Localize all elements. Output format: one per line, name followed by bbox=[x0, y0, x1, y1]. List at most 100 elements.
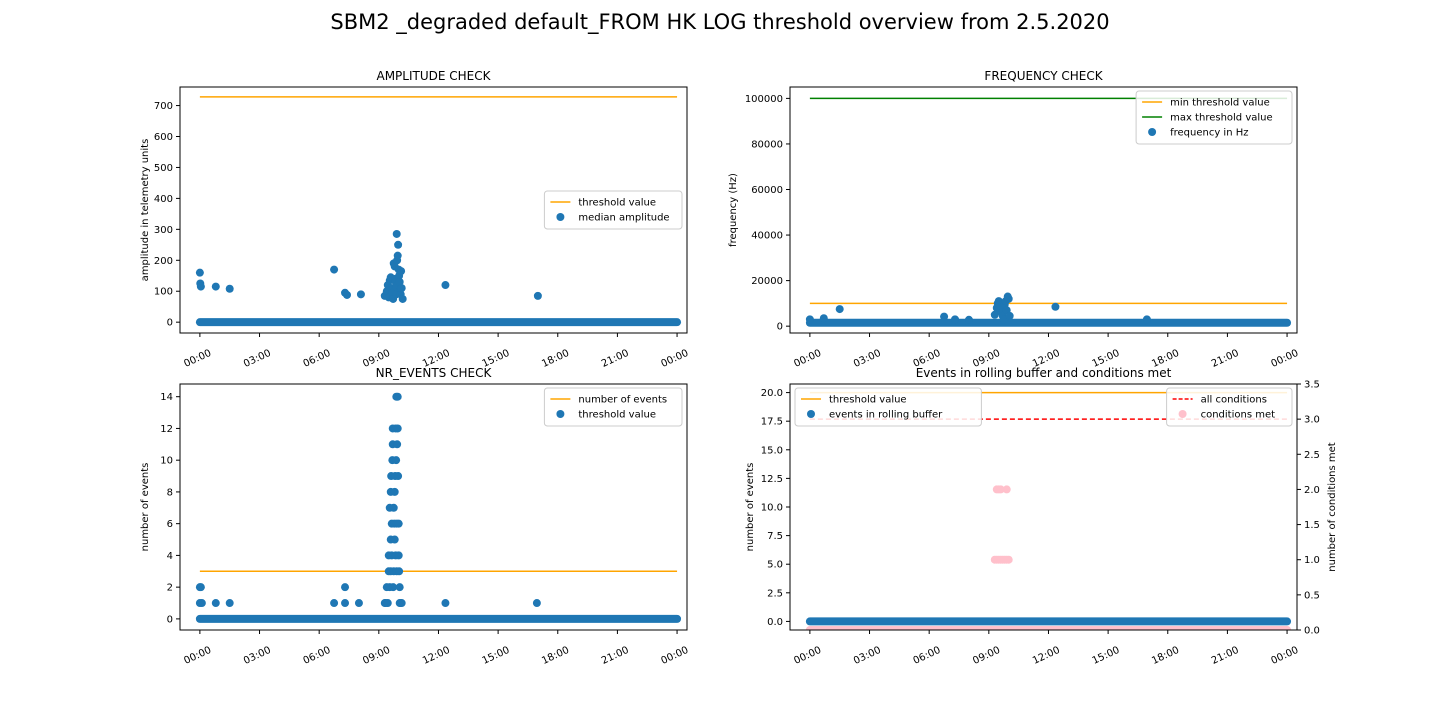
scatter-point bbox=[197, 599, 206, 608]
y-tick-label: 300 bbox=[154, 225, 173, 236]
y-axis-label: number of events bbox=[140, 463, 151, 552]
legend: number of events threshold value bbox=[543, 387, 683, 427]
legend-label: min threshold value bbox=[1170, 98, 1270, 109]
y-tick-label: 10 bbox=[160, 456, 173, 467]
legend-label: threshold value bbox=[578, 198, 656, 209]
x-tick-label: 09:00 bbox=[971, 645, 1002, 667]
x-tick-label: 03:00 bbox=[852, 645, 883, 667]
x-tick-label: 18:00 bbox=[1150, 645, 1181, 667]
y-right-tick-label: 2.0 bbox=[1304, 485, 1320, 496]
scatter-point bbox=[390, 535, 399, 544]
panels: AMPLITUDE CHECK 00:00 03:00 06:00 09:00 12:00… bbox=[140, 69, 1338, 667]
scatter-point bbox=[835, 305, 844, 314]
plot-area bbox=[805, 391, 1292, 630]
scatter-point bbox=[533, 291, 542, 300]
axes-title: AMPLITUDE CHECK bbox=[376, 69, 491, 83]
y-tick-label: 600 bbox=[154, 132, 173, 143]
scatter-point bbox=[196, 282, 205, 291]
y-tick-label: 5.0 bbox=[767, 560, 783, 571]
scatter-point bbox=[964, 315, 973, 324]
y-tick-label: 6 bbox=[167, 519, 173, 530]
panel-nr_events: NR_EVENTS CHECK 00:00 03:00 06:00 09:00 12:00… bbox=[140, 366, 690, 667]
scatter-point bbox=[394, 551, 403, 560]
scatter-point bbox=[393, 251, 402, 260]
axes-title: NR_EVENTS CHECK bbox=[376, 366, 493, 380]
y-tick-label: 0 bbox=[167, 318, 173, 329]
scatter-point bbox=[819, 314, 828, 323]
scatter-point bbox=[1002, 485, 1011, 494]
y-tick-label: 14 bbox=[160, 392, 173, 403]
y-tick-label: 0 bbox=[777, 322, 783, 333]
y-right-tick-label: 3.5 bbox=[1304, 380, 1320, 391]
x-tick-label: 18:00 bbox=[540, 348, 571, 370]
legend-box bbox=[794, 387, 982, 427]
axes-title: FREQUENCY CHECK bbox=[984, 69, 1103, 83]
scatter-point bbox=[389, 583, 398, 592]
scatter-point bbox=[1005, 311, 1014, 320]
legend-swatch bbox=[1148, 128, 1157, 136]
y-tick-label: 60000 bbox=[751, 185, 783, 196]
scatter-point bbox=[1004, 555, 1013, 564]
scatter-point bbox=[225, 284, 234, 293]
scatter-point bbox=[330, 599, 339, 608]
scatter-point bbox=[393, 424, 402, 433]
y-tick-label: 2.5 bbox=[767, 588, 783, 599]
y-axis-label: frequency (Hz) bbox=[728, 173, 739, 247]
scatter-point bbox=[1004, 294, 1013, 303]
scatter-point bbox=[196, 583, 205, 592]
scatter-point bbox=[395, 567, 404, 576]
legend-label: median amplitude bbox=[578, 213, 669, 224]
scatter-point bbox=[225, 599, 234, 608]
scatter-point bbox=[395, 583, 404, 592]
figure-title: SBM2 _degraded default_FROM HK LOG thres… bbox=[330, 10, 1109, 35]
axes-title: Events in rolling buffer and conditions … bbox=[916, 366, 1172, 380]
x-tick-label: 00:00 bbox=[1270, 348, 1301, 370]
scatter-point bbox=[1142, 315, 1151, 324]
scatter-point bbox=[330, 265, 339, 274]
y-tick-label: 8 bbox=[167, 487, 173, 498]
legend-label: threshold value bbox=[829, 395, 907, 406]
legend-box bbox=[1135, 90, 1293, 145]
plot-area bbox=[195, 392, 682, 623]
scatter-point bbox=[441, 281, 450, 290]
scatter-point bbox=[397, 599, 406, 608]
y-tick-label: 100 bbox=[154, 287, 173, 298]
scatter-point bbox=[990, 310, 999, 319]
legend-label: all conditions bbox=[1201, 395, 1267, 406]
legend-swatch bbox=[556, 213, 565, 221]
y-tick-label: 80000 bbox=[751, 139, 783, 150]
x-tick-label: 12:00 bbox=[1031, 645, 1062, 667]
y-tick-label: 12.5 bbox=[761, 474, 783, 485]
scatter-point bbox=[341, 599, 350, 608]
y-tick-label: 4 bbox=[167, 551, 173, 562]
legend: min threshold value max threshold value fr… bbox=[1135, 90, 1293, 145]
y-tick-label: 0 bbox=[167, 614, 173, 625]
legend-box bbox=[543, 190, 683, 230]
legend-swatch bbox=[807, 410, 815, 418]
scatter-point bbox=[393, 440, 402, 449]
scatter-point bbox=[392, 456, 401, 465]
x-tick-label: 21:00 bbox=[600, 645, 631, 667]
legend: threshold value median amplitude bbox=[543, 190, 683, 230]
y-tick-label: 500 bbox=[154, 163, 173, 174]
y-right-tick-label: 1.5 bbox=[1304, 520, 1320, 531]
scatter-point bbox=[393, 392, 402, 401]
legend-swatch bbox=[556, 410, 565, 418]
x-tick-label: 15:00 bbox=[1091, 645, 1122, 667]
x-tick-label: 03:00 bbox=[852, 348, 883, 370]
scatter-point bbox=[343, 290, 352, 299]
x-tick-label: 21:00 bbox=[1210, 348, 1241, 370]
axes-frame bbox=[179, 383, 688, 631]
legend-label: events in rolling buffer bbox=[829, 410, 943, 421]
y-tick-label: 2 bbox=[167, 583, 173, 594]
y-tick-label: 100000 bbox=[745, 94, 783, 105]
scatter-point bbox=[397, 284, 406, 293]
scatter-point bbox=[999, 315, 1008, 324]
y-right-tick-label: 0.0 bbox=[1304, 626, 1320, 637]
x-tick-label: 00:00 bbox=[182, 348, 213, 370]
y-axis-label: amplitude in telemetry units bbox=[140, 139, 151, 282]
x-tick-label: 00:00 bbox=[792, 348, 823, 370]
plot-area bbox=[195, 96, 682, 327]
